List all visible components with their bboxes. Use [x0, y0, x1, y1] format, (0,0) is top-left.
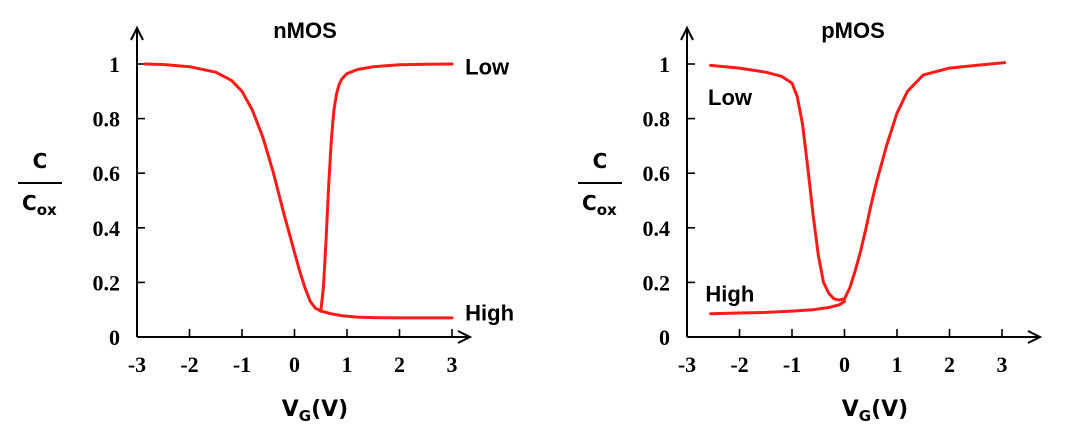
y-tick-label: 0	[109, 325, 120, 350]
x-tick-label: -3	[678, 352, 696, 377]
y-axis-label: C Cox	[18, 149, 62, 219]
y-label-denominator: Cox	[22, 191, 57, 219]
series-curve-low	[843, 61, 1007, 301]
x-tick-label: -2	[180, 352, 198, 377]
y-axis-arrow	[130, 25, 144, 41]
x-tick-label: 3	[447, 352, 458, 377]
y-axis-arrow	[680, 25, 694, 41]
chart-title: pMOS	[821, 18, 885, 43]
annotation-low: Low	[708, 85, 753, 110]
pmos-chart: -3 -2 -1 0 1 2 3 0 0.2 0.4 0.6 0.8 1 pMOS C Cox VG(V) Low…	[578, 18, 1043, 425]
y-label-subscript: ox	[37, 201, 57, 219]
y-label-denominator: Cox	[582, 191, 617, 219]
x-tick-label: 1	[892, 352, 903, 377]
x-tick-label: -1	[783, 352, 801, 377]
y-tick-label: 0.4	[93, 216, 121, 241]
annotation-high: High	[705, 281, 754, 306]
x-tick-label: 1	[342, 352, 353, 377]
y-label-subscript: ox	[597, 201, 617, 219]
chart-title: nMOS	[273, 18, 337, 43]
y-label-numerator: C	[33, 149, 48, 173]
y-tick-label: 1	[109, 52, 120, 77]
y-axis-label: C Cox	[578, 149, 622, 219]
series-curve-high	[709, 300, 846, 316]
y-tick-label: 0.8	[93, 107, 121, 132]
y-tick-label: 0.6	[643, 161, 671, 186]
nmos-chart: -3 -2 -1 0 1 2 3 0 0.2 0.4 0.6 0.8 1 nMOS C Cox VG(V) Low…	[18, 18, 514, 425]
y-tick-label: 0.2	[643, 270, 671, 295]
series-curve-low	[709, 63, 846, 302]
y-tick-label: 0.4	[643, 216, 671, 241]
series-curve-low	[143, 62, 323, 313]
annotation-high: High	[465, 300, 514, 325]
series-curve-high	[319, 309, 454, 320]
x-axis-label: VG(V)	[282, 397, 348, 425]
annotation-low: Low	[465, 55, 510, 80]
y-tick-label: 0.2	[93, 270, 121, 295]
y-tick-label: 0.8	[643, 107, 671, 132]
y-label-numerator: C	[593, 149, 608, 173]
x-tick-label: 2	[944, 352, 955, 377]
x-axis-label: VG(V)	[842, 397, 908, 425]
x-axis-arrow	[1027, 330, 1043, 344]
y-tick-label: 0.6	[93, 161, 121, 186]
x-tick-label: 0	[289, 352, 300, 377]
series-curve-low	[319, 62, 454, 313]
x-tick-label: -2	[730, 352, 748, 377]
y-tick-label: 1	[659, 52, 670, 77]
x-axis-arrow	[457, 330, 473, 344]
x-tick-label: -3	[128, 352, 146, 377]
x-tick-label: -1	[233, 352, 251, 377]
x-tick-label: 2	[394, 352, 405, 377]
x-tick-label: 0	[839, 352, 850, 377]
y-tick-label: 0	[659, 325, 670, 350]
x-tick-label: 3	[997, 352, 1008, 377]
